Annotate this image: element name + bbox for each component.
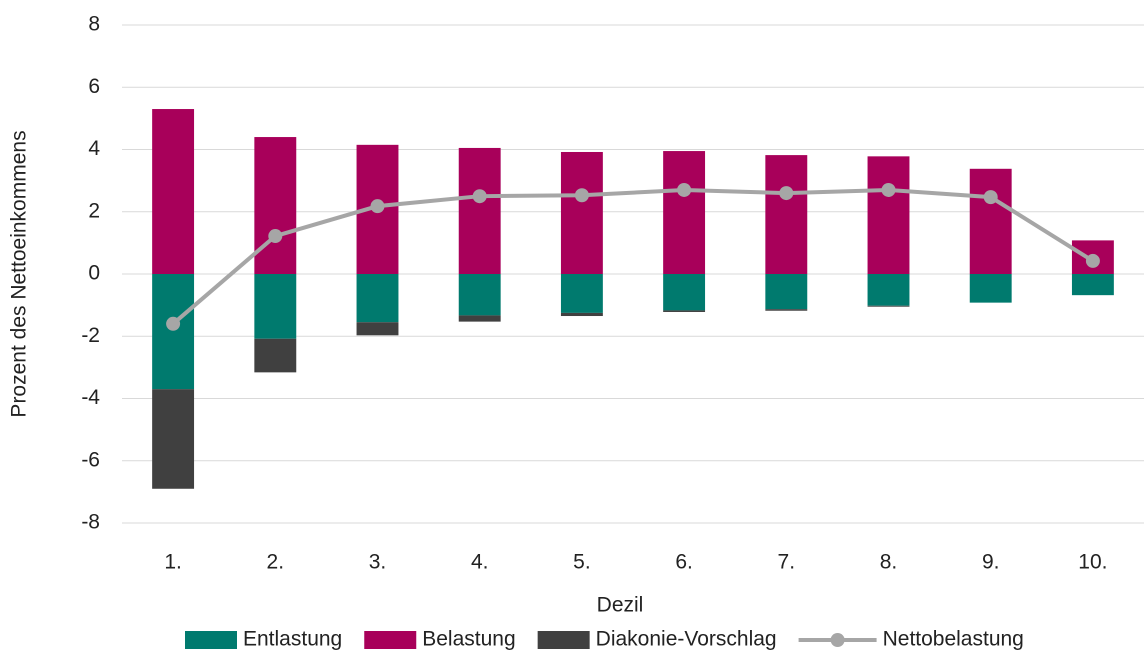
- bar: [152, 389, 195, 489]
- y-tick-label: -8: [81, 511, 100, 534]
- x-tick-label: 1.: [164, 551, 182, 574]
- y-tick-label: 2: [88, 199, 100, 222]
- bar: [356, 322, 399, 336]
- bar: [254, 274, 297, 339]
- legend-swatch: [185, 631, 237, 649]
- y-tick-label: 0: [88, 262, 100, 285]
- legend-swatch: [364, 631, 417, 649]
- x-tick-label: 3.: [369, 551, 387, 574]
- bar: [560, 151, 603, 274]
- bar: [1071, 274, 1114, 296]
- x-tick-label: 4.: [471, 551, 489, 574]
- bar: [867, 274, 910, 306]
- x-tick-label: 7.: [778, 551, 796, 574]
- legend-label: Entlastung: [243, 628, 342, 651]
- y-tick-label: -2: [81, 324, 100, 347]
- bar: [560, 274, 603, 313]
- bar: [356, 274, 399, 323]
- x-tick-label: 8.: [880, 551, 898, 574]
- y-tick-label: 8: [88, 13, 100, 36]
- y-axis-title: Prozent des Nettoeinkommens: [8, 130, 31, 417]
- line-marker: [881, 182, 896, 197]
- line-marker: [677, 182, 692, 197]
- line-marker: [574, 188, 589, 203]
- legend-marker: [830, 633, 845, 647]
- x-tick-label: 5.: [573, 551, 591, 574]
- x-tick-label: 6.: [675, 551, 693, 574]
- bar: [560, 312, 603, 317]
- line-marker: [983, 190, 998, 205]
- legend-label: Nettobelastung: [883, 628, 1024, 651]
- bar: [867, 305, 910, 307]
- bar: [458, 274, 501, 316]
- bar: [663, 274, 706, 311]
- x-tick-label: 2.: [267, 551, 285, 574]
- legend-swatch: [537, 631, 590, 649]
- bar: [254, 338, 297, 373]
- line-marker: [370, 199, 385, 214]
- bar: [458, 315, 501, 322]
- bar: [765, 274, 808, 310]
- y-tick-label: 4: [88, 137, 100, 160]
- legend-label: Belastung: [422, 628, 515, 651]
- bar: [458, 147, 501, 274]
- line-marker: [166, 316, 181, 331]
- bar: [663, 151, 706, 274]
- line-marker: [472, 189, 487, 204]
- x-axis-title: Dezil: [597, 594, 644, 617]
- bar: [765, 309, 808, 311]
- line-marker: [1085, 253, 1100, 268]
- bar: [765, 155, 808, 274]
- bar: [663, 310, 706, 312]
- line: [171, 187, 1094, 326]
- line-marker: [268, 229, 283, 244]
- y-tick-label: 6: [88, 75, 100, 98]
- bar: [254, 137, 297, 274]
- bar: [969, 274, 1012, 303]
- y-tick-label: -4: [81, 386, 100, 409]
- bar: [969, 168, 1012, 274]
- y-tick-label: -6: [81, 448, 100, 471]
- line-marker: [779, 186, 794, 201]
- x-tick-label: 9.: [982, 551, 1000, 574]
- x-tick-label: 10.: [1078, 551, 1107, 574]
- bar: [867, 156, 910, 274]
- bar: [152, 109, 195, 274]
- legend-label: Diakonie-Vorschlag: [596, 628, 777, 651]
- bar: [152, 274, 195, 390]
